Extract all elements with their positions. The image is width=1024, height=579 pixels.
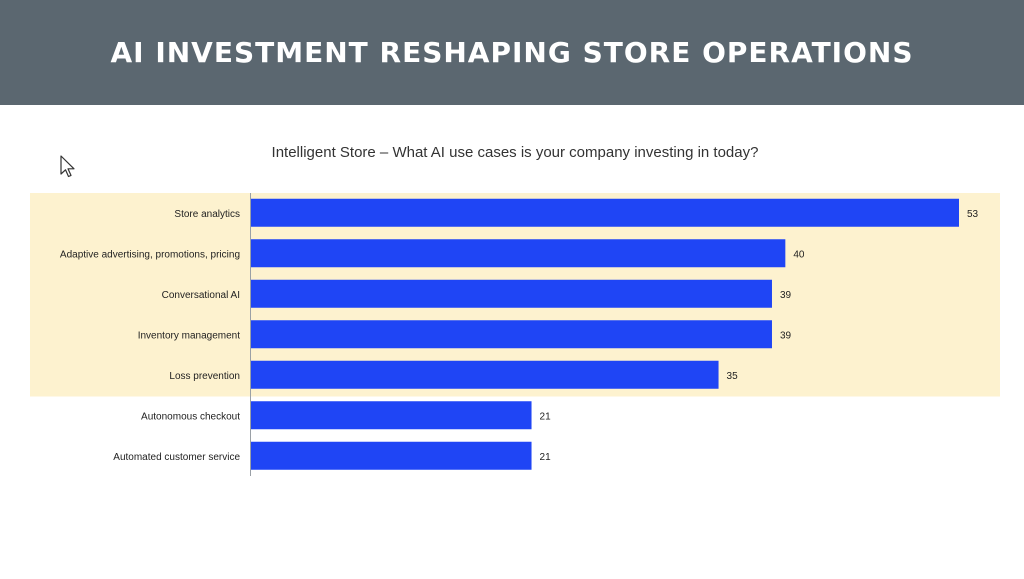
category-label: Automated customer service [113, 452, 240, 463]
bar [251, 239, 786, 268]
category-label: Store analytics [174, 209, 240, 220]
bar [251, 320, 772, 349]
value-label: 21 [540, 452, 552, 463]
mouse-pointer-icon [60, 155, 75, 178]
header-bar: AI INVESTMENT RESHAPING STORE OPERATIONS [0, 0, 1024, 105]
value-label: 21 [540, 411, 552, 422]
value-label: 39 [780, 330, 792, 341]
page-title: AI INVESTMENT RESHAPING STORE OPERATIONS [110, 36, 914, 69]
bar [251, 360, 719, 389]
category-label: Adaptive advertising, promotions, pricin… [60, 249, 240, 260]
category-label: Conversational AI [162, 290, 240, 301]
category-label: Inventory management [138, 330, 241, 341]
chart-title: Intelligent Store – What AI use cases is… [271, 144, 759, 161]
value-label: 39 [780, 290, 792, 301]
category-label: Autonomous checkout [141, 411, 240, 422]
bar [251, 279, 772, 308]
bar-chart: Store analytics 53 Adaptive advertising, p… [30, 193, 1000, 476]
value-label: 40 [793, 249, 805, 260]
bar [251, 441, 532, 470]
bar [251, 401, 532, 430]
category-label: Loss prevention [169, 371, 240, 382]
value-label: 35 [727, 371, 739, 382]
value-label: 53 [967, 209, 979, 220]
bar [251, 198, 959, 227]
